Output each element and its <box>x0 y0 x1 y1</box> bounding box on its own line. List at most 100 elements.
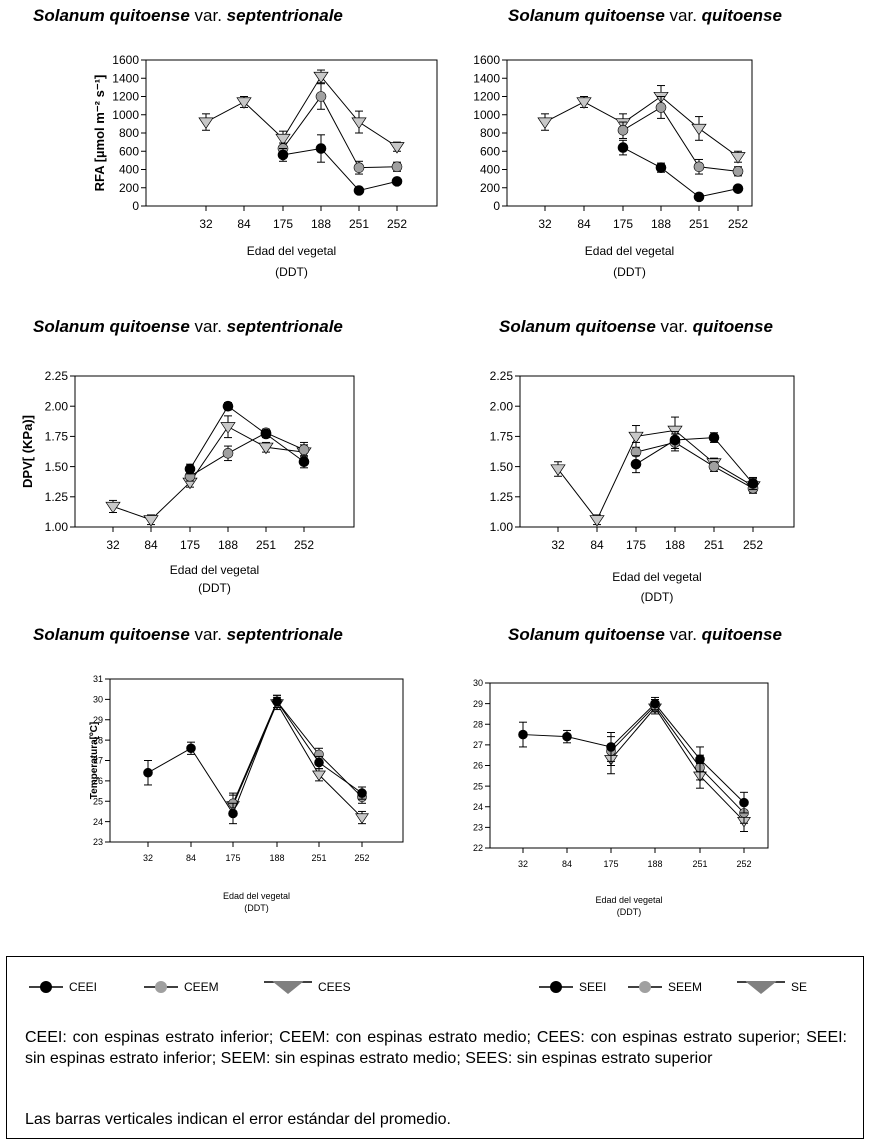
y-tick-label: 2.00 <box>490 399 514 413</box>
y-tick-label: 1.75 <box>45 430 69 444</box>
plot-area <box>506 59 753 207</box>
x-axis-label-unit: (DDT) <box>198 581 231 595</box>
series-line <box>544 95 739 158</box>
series-line <box>610 706 745 822</box>
data-point <box>143 515 159 527</box>
data-point <box>355 813 369 824</box>
x-tick-label: 251 <box>692 859 707 869</box>
data-point <box>314 757 324 768</box>
data-point <box>315 143 327 154</box>
y-tick-label: 1400 <box>473 71 500 85</box>
series-seem <box>617 96 744 177</box>
y-tick-label: 200 <box>480 181 500 195</box>
data-point <box>655 162 667 173</box>
y-tick-label: 23 <box>93 837 103 847</box>
y-tick-label: 1.50 <box>490 460 514 474</box>
series-line <box>189 405 305 470</box>
y-tick-label: 1.25 <box>45 490 69 504</box>
x-axis-label-unit: (DDT) <box>617 907 642 917</box>
y-tick-label: 25 <box>93 796 103 806</box>
x-tick-label: 175 <box>180 538 200 552</box>
title-var: var. <box>669 6 697 25</box>
series-line <box>622 147 739 198</box>
x-axis-label: Edad del vegetal <box>585 244 674 258</box>
y-tick-label: 1.25 <box>490 490 514 504</box>
data-point <box>695 754 705 765</box>
chart-panel-5: 23 24 25 26 27 28 29 30 31 32 84 175 188 251 252 Edad d… <box>89 674 404 913</box>
x-axis-label-unit: (DDT) <box>275 265 308 279</box>
x-tick-label: 32 <box>106 538 120 552</box>
legend-label: CEEI <box>69 980 98 994</box>
x-tick-label: 252 <box>354 853 369 863</box>
series-line <box>622 106 739 172</box>
x-axis-label: Edad del vegetal <box>612 570 701 584</box>
y-tick-label: 1.00 <box>45 520 69 534</box>
data-point <box>353 185 365 196</box>
y-tick-label: 400 <box>119 163 139 177</box>
data-point <box>105 501 121 514</box>
series-seei <box>617 139 744 203</box>
x-tick-label: 188 <box>647 859 662 869</box>
data-point <box>272 696 282 707</box>
legend-description: CEEI: con espinas estrato inferior; CEEM… <box>25 1029 847 1067</box>
x-tick-label: 251 <box>311 853 326 863</box>
title-variety: quitoense <box>701 625 782 644</box>
y-tick-label: 26 <box>473 761 483 771</box>
data-point <box>693 191 705 203</box>
data-point <box>537 117 553 129</box>
chart-panel-4: 1.00 1.25 1.50 1.75 2.00 2.25 32 84 175 188 251 252… <box>490 369 795 604</box>
y-tick-label: 1.50 <box>45 460 69 474</box>
data-point <box>617 142 629 153</box>
title-species: Solanum quitoense <box>499 317 656 336</box>
y-tick-label: 1000 <box>112 108 139 122</box>
y-tick-label: 600 <box>119 144 139 158</box>
x-tick-label: 84 <box>577 217 591 231</box>
chart-title-2: Solanum quitoense var. quitoense <box>508 6 782 26</box>
data-point <box>518 729 528 740</box>
x-axis-label: Edad del vegetal <box>595 895 662 905</box>
y-tick-label: 26 <box>93 776 103 786</box>
data-point <box>357 788 367 798</box>
title-variety: septentrionale <box>226 625 343 644</box>
series-sees <box>537 85 746 164</box>
legend-note: Las barras verticales indican el error e… <box>25 1111 451 1128</box>
x-axis-label-unit: (DDT) <box>244 903 269 913</box>
series-line <box>610 704 745 814</box>
series-seei <box>630 431 759 491</box>
x-tick-label: 32 <box>551 538 565 552</box>
y-tick-label: 1000 <box>473 108 500 122</box>
data-point <box>562 731 572 742</box>
series-line <box>282 95 398 169</box>
series-line <box>232 702 363 818</box>
chart-title-1: Solanum quitoense var. septentrionale <box>33 6 343 26</box>
series-ceem <box>184 427 310 482</box>
series-seei <box>518 696 749 814</box>
x-tick-label: 32 <box>143 853 153 863</box>
series-sees <box>550 416 761 527</box>
x-tick-label: 84 <box>562 859 572 869</box>
y-tick-label: 2.00 <box>45 399 69 413</box>
chart-title-4: Solanum quitoense var. quitoense <box>499 317 773 337</box>
y-tick-label: 1.00 <box>490 520 514 534</box>
data-point <box>315 91 327 102</box>
data-point <box>298 456 310 468</box>
legend-marker-icon <box>737 981 785 994</box>
legend-marker-icon <box>628 981 662 993</box>
plot-area <box>489 682 769 849</box>
title-species: Solanum quitoense <box>33 317 190 336</box>
x-tick-label: 175 <box>273 217 293 231</box>
data-point <box>732 183 744 194</box>
data-point <box>693 161 705 173</box>
x-tick-label: 252 <box>728 217 748 231</box>
chart-panel-2: 0 200 400 600 800 1000 1200 1400 1600 32 84 175 188 2… <box>473 53 753 279</box>
title-var: var. <box>194 6 222 25</box>
data-point <box>617 124 629 136</box>
data-point <box>628 431 644 444</box>
data-point <box>351 117 367 129</box>
data-point <box>222 448 234 459</box>
series-cees <box>198 69 405 154</box>
series-line <box>112 426 305 521</box>
series-ceem <box>228 694 367 814</box>
data-point <box>391 176 403 187</box>
title-species: Solanum quitoense <box>33 625 190 644</box>
